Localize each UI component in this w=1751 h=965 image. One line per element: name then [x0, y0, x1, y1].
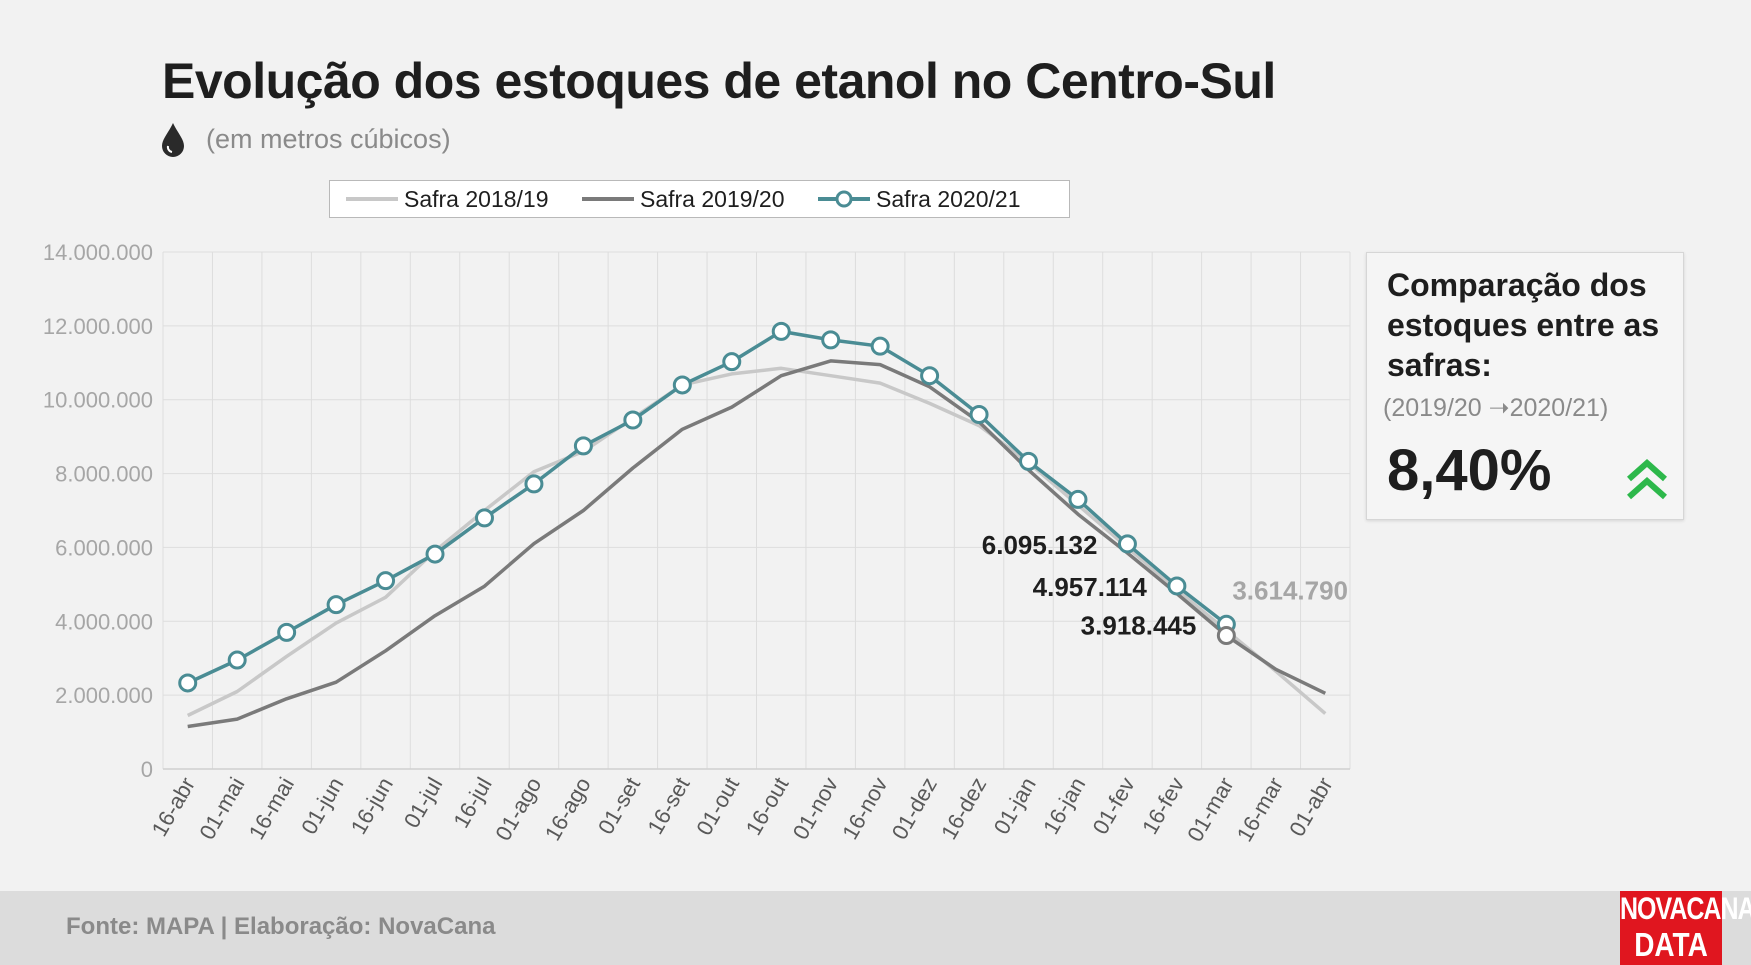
- brand-logo: NOVACANA DATA: [1620, 891, 1751, 965]
- data-label: 6.095.132: [982, 530, 1098, 560]
- data-label: 3.614.790: [1232, 576, 1348, 606]
- legend-label-2019-20: Safra 2019/20: [640, 186, 785, 212]
- data-annotations: 6.095.132 4.957.114 3.918.445 3.614.790: [982, 530, 1348, 640]
- x-tick-label: 16-ago: [540, 773, 596, 845]
- brand-logo-line2: DATA: [1634, 925, 1708, 963]
- series-line-2018-19: [186, 366, 1327, 718]
- data-point-2020-21: [1117, 534, 1137, 554]
- legend-label-2018-19: Safra 2018/19: [404, 186, 549, 212]
- data-point-2020-21: [969, 404, 989, 424]
- legend-swatch-2019-20: [582, 197, 634, 201]
- data-point-2020-21: [573, 436, 593, 456]
- legend-swatch-2020-21: [818, 190, 870, 208]
- x-tick-label: 16-jan: [1038, 773, 1090, 838]
- x-tick-label: 16-out: [741, 773, 794, 840]
- data-point-2020-21: [474, 508, 494, 528]
- data-label: 3.918.445: [1081, 610, 1197, 640]
- x-tick-label: 16-dez: [936, 773, 991, 844]
- data-point-2020-21: [227, 650, 247, 670]
- comparison-subtitle: (2019/20 ➝2020/21): [1383, 394, 1609, 422]
- footer-source: Fonte: MAPA | Elaboração: NovaCana: [66, 913, 496, 940]
- series-line-2020-21: [186, 329, 1228, 685]
- data-point-2020-21: [722, 352, 742, 372]
- grid-lines: [162, 251, 1351, 770]
- y-tick-label: 4.000.000: [55, 609, 153, 634]
- data-point-2019-20: [1216, 626, 1236, 646]
- x-tick-label: 01-mar: [1182, 773, 1238, 846]
- data-point-2020-21: [1167, 576, 1187, 596]
- y-tick-label: 2.000.000: [55, 683, 153, 708]
- legend-label-2020-21: Safra 2020/21: [876, 186, 1021, 212]
- x-tick-label: 01-dez: [887, 773, 942, 844]
- data-point-2020-21: [920, 366, 940, 386]
- comparison-value: 8,40%: [1387, 438, 1552, 503]
- data-point-2020-21: [277, 622, 297, 642]
- data-point-2020-21: [178, 673, 198, 693]
- x-tick-label: 16-jul: [448, 773, 497, 832]
- x-tick-label: 16-set: [642, 773, 694, 838]
- x-tick-label: 01-fev: [1088, 773, 1140, 838]
- x-tick-label: 16-abr: [147, 773, 200, 841]
- data-point-2020-21: [425, 544, 445, 564]
- footer: Fonte: MAPA | Elaboração: NovaCana: [0, 891, 1751, 965]
- y-tick-label: 10.000.000: [43, 388, 153, 413]
- data-label: 4.957.114: [1033, 572, 1148, 602]
- series-lines: [178, 321, 1327, 729]
- x-tick-label: 01-out: [691, 773, 744, 840]
- data-point-2020-21: [1019, 451, 1039, 471]
- comparison-title: Comparação dos estoques entre as safras:: [1387, 267, 1660, 383]
- y-tick-label: 12.000.000: [43, 314, 153, 339]
- double-chevron-up-icon: [1627, 458, 1667, 500]
- x-tick-label: 01-abr: [1284, 773, 1337, 841]
- data-point-2020-21: [870, 336, 890, 356]
- line-chart: 0 2.000.000 4.000.000 6.000.000 8.000.000 10.…: [43, 240, 1351, 846]
- x-tick-label: 16-mar: [1232, 773, 1288, 846]
- x-tick-label: 01-jun: [296, 773, 348, 838]
- legend-swatch-2018-19: [346, 197, 398, 201]
- chart-subtitle: (em metros cúbicos): [206, 124, 451, 154]
- x-tick-label: 16-nov: [837, 773, 892, 844]
- x-tick-label: 01-nov: [788, 773, 843, 844]
- data-point-2020-21: [376, 571, 396, 591]
- drop-icon: [162, 123, 184, 157]
- x-tick-label: 16-fev: [1137, 773, 1189, 838]
- x-tick-label: 01-mai: [194, 773, 249, 844]
- x-tick-label: 16-mai: [244, 773, 299, 844]
- y-axis-ticks: 0 2.000.000 4.000.000 6.000.000 8.000.000 10.…: [43, 240, 153, 782]
- x-tick-label: 01-jul: [399, 773, 448, 832]
- brand-logo-line1: NOVACANA: [1620, 891, 1751, 927]
- y-tick-label: 0: [141, 757, 153, 782]
- data-point-2020-21: [1068, 489, 1088, 509]
- series-line-2019-20: [187, 359, 1327, 729]
- chart-title: Evolução dos estoques de etanol no Centr…: [162, 53, 1276, 109]
- y-tick-label: 6.000.000: [55, 535, 153, 560]
- comparison-box: Comparação dos estoques entre as safras:…: [1366, 252, 1684, 520]
- y-tick-label: 14.000.000: [43, 240, 153, 265]
- chart-legend: Safra 2018/19 Safra 2019/20 Safra 2020/2…: [329, 180, 1070, 218]
- data-point-2020-21: [524, 474, 544, 494]
- y-tick-label: 8.000.000: [55, 462, 153, 487]
- x-tick-label: 16-jun: [346, 773, 398, 838]
- x-tick-label: 01-ago: [490, 773, 546, 845]
- data-point-2020-21: [623, 410, 643, 430]
- data-point-2020-21: [771, 321, 791, 341]
- data-point-2020-21: [672, 375, 692, 395]
- x-tick-label: 01-jan: [989, 773, 1041, 838]
- data-point-2020-21: [326, 595, 346, 615]
- x-tick-label: 01-set: [593, 773, 645, 838]
- data-point-2020-21: [821, 330, 841, 350]
